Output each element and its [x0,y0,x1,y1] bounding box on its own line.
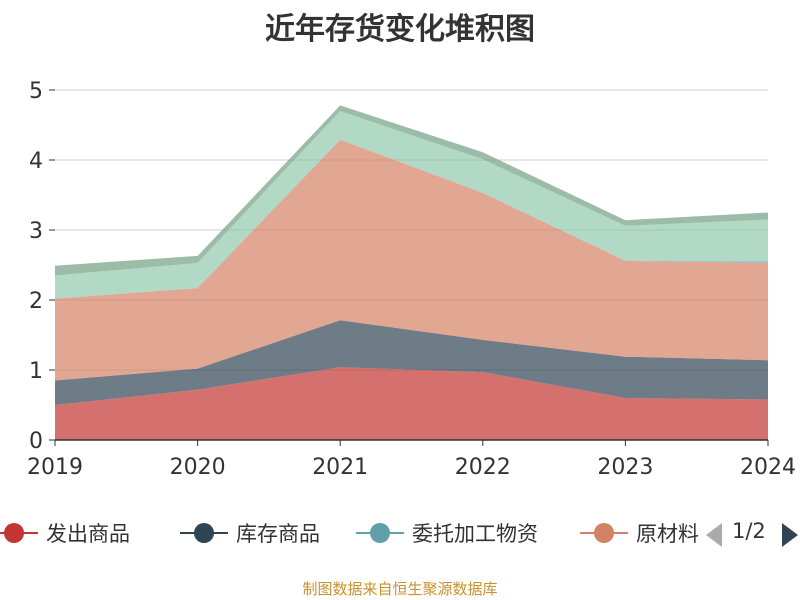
legend-item[interactable]: 委托加工物资 [356,515,538,551]
y-tick-label: 2 [29,289,43,314]
area-series-4 [55,111,768,299]
legend-label: 原材料 [636,522,699,546]
legend-marker-icon [180,523,228,543]
y-tick-label: 3 [29,219,43,244]
legend-marker-icon [0,523,38,543]
legend-page-indicator: 1/2 [732,519,766,543]
y-tick-label: 5 [29,79,43,104]
legend-next-icon[interactable] [780,521,800,549]
x-tick-label: 2019 [27,455,83,480]
legend-label: 库存商品 [236,522,320,546]
source-note: 制图数据来自恒生聚源数据库 [302,580,498,598]
x-tick-label: 2024 [740,455,796,480]
legend: 发出商品 库存商品 委托加工物资 原材料 [0,515,800,555]
legend-item[interactable]: 库存商品 [180,515,320,551]
area-series [55,105,768,440]
legend-prev-icon[interactable] [704,521,724,549]
legend-marker-icon [356,523,404,543]
area-series-2 [55,139,768,381]
area-series-1 [55,320,768,405]
x-tick-label: 2023 [597,455,653,480]
legend-label: 委托加工物资 [412,522,538,546]
legend-label: 发出商品 [46,522,130,546]
legend-item[interactable]: 原材料 [580,515,699,551]
x-tick-label: 2021 [312,455,368,480]
x-tick-label: 2020 [170,455,226,480]
area-series-0 [55,367,768,440]
chart-title: 近年存货变化堆积图 [265,12,535,47]
y-tick-label: 0 [29,429,43,454]
legend-pager: 1/2 [700,517,800,551]
y-tick-label: 1 [29,359,43,384]
legend-item[interactable]: 发出商品 [0,515,130,551]
y-tick-label: 4 [29,149,43,174]
legend-marker-icon [580,523,628,543]
axes: 0 1 2 3 4 5 2019 2020 2021 2022 2023 2024 [27,79,796,480]
x-tick-label: 2022 [455,455,511,480]
